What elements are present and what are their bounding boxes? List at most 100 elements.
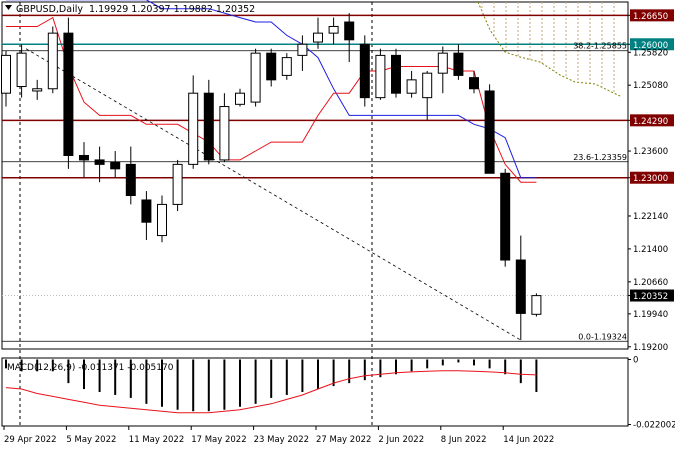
time-tick-label: 11 May 2022 <box>129 435 184 445</box>
trendline <box>25 48 522 341</box>
blue-indicator-line <box>6 0 537 179</box>
candle-body-bear <box>515 259 526 314</box>
candle-body-bear <box>203 92 214 161</box>
candle <box>94 146 105 183</box>
macd-tick-label: 0 <box>633 355 638 365</box>
macd-pane-frame <box>1 357 629 427</box>
price-tick-label: 1.21400 <box>633 245 668 255</box>
time-tick-label: 27 May 2022 <box>316 435 371 445</box>
candle-body-bull <box>188 92 199 165</box>
time-tick-label: 23 May 2022 <box>254 435 309 445</box>
time-tick-label: 17 May 2022 <box>191 435 246 445</box>
candle-body-bull <box>32 88 43 92</box>
candle <box>79 142 89 178</box>
price-tick-label: 1.19200 <box>633 343 668 353</box>
price-tick-label: 1.25080 <box>633 81 668 91</box>
candle <box>422 70 433 120</box>
macd-signal-line <box>5 370 537 414</box>
candle <box>469 70 479 94</box>
candle-body-bull <box>250 52 261 103</box>
candle <box>125 146 136 205</box>
price-tick-label: 1.24290 <box>633 117 668 127</box>
price-tick-label: 1.20660 <box>633 278 668 288</box>
candle-body-bear <box>469 77 479 90</box>
candle-body-bear <box>344 21 355 41</box>
candle <box>406 70 417 98</box>
fibonacci-label: 23.6-1.23359 <box>573 153 627 162</box>
candle <box>484 84 495 174</box>
candle <box>235 88 245 107</box>
candle <box>515 235 526 341</box>
candle <box>157 195 167 243</box>
macd-axis: 0 -0.022002 <box>628 355 675 431</box>
price-tick-label: 1.20352 <box>633 292 668 302</box>
price-tick-label: 1.19940 <box>633 310 668 320</box>
candle-body-bear <box>453 52 464 76</box>
candle-body-bull <box>437 52 448 74</box>
price-tick-label: 1.22140 <box>633 212 668 222</box>
candle <box>16 44 27 98</box>
period-separators <box>19 2 373 426</box>
candle-body-bear <box>391 54 401 94</box>
price-label-box <box>630 38 674 51</box>
candle-body-bull <box>375 54 386 99</box>
candle <box>32 79 43 100</box>
time-tick-label: 14 Jun 2022 <box>503 435 554 445</box>
candle <box>453 44 464 80</box>
time-axis: 29 Apr 2022 5 May 2022 11 May 2022 17 May 2… <box>3 426 554 445</box>
candle-body-bull <box>235 92 245 105</box>
candle-body-bear <box>359 43 370 99</box>
candle-body-bear <box>79 154 89 161</box>
candle-body-bear <box>484 90 495 174</box>
fibonacci-label: 0.0-1.19324 <box>578 332 627 341</box>
candle <box>500 168 511 267</box>
candle-body-bear <box>110 161 121 170</box>
candle <box>437 46 448 94</box>
candle-body-bull <box>531 295 542 315</box>
header-ohlc: 1.19929 1.20397 1.19882 1.20352 <box>89 4 255 15</box>
candle-body-bull <box>157 203 167 237</box>
candle <box>172 159 183 212</box>
time-tick-label: 8 Jun 2022 <box>441 435 487 445</box>
candle <box>391 48 401 98</box>
indicator-lines <box>6 0 537 183</box>
price-label-box <box>630 289 674 302</box>
candle-body-bull <box>16 52 27 88</box>
candle <box>328 17 339 45</box>
candle <box>63 17 74 169</box>
candle-body-bull <box>219 106 230 161</box>
price-tick-label: 1.23600 <box>633 147 668 157</box>
candle <box>266 48 277 87</box>
time-tick-label: 5 May 2022 <box>66 435 116 445</box>
price-label-box <box>630 9 674 22</box>
candle <box>313 17 323 49</box>
price-tick-label: 1.26000 <box>633 41 668 51</box>
fibonacci-label: 38.2-1.25855 <box>573 42 627 51</box>
candle-body-bull <box>1 54 11 94</box>
candle-body-bull <box>172 163 183 205</box>
macd-indicator <box>5 359 538 414</box>
dashed-trendline <box>25 48 522 341</box>
fibonacci-labels: 38.2-1.25855 23.6-1.23359 0.0-1.19324 <box>573 42 627 342</box>
time-tick-label: 29 Apr 2022 <box>4 435 57 445</box>
candle <box>375 48 386 100</box>
candle <box>110 151 121 178</box>
candle-body-bear <box>63 32 74 156</box>
candle <box>1 50 11 107</box>
candle-body-bear <box>125 163 136 197</box>
candle <box>141 191 152 241</box>
candle-body-bear <box>266 52 277 81</box>
candle <box>219 93 230 163</box>
cloud-lower-edge <box>477 1 621 97</box>
macd-tick-label: -0.022002 <box>633 421 675 431</box>
price-label-box <box>630 114 674 127</box>
candles <box>1 13 542 341</box>
candle-body-bull <box>47 32 58 90</box>
red-indicator-line <box>6 16 537 183</box>
candle-body-bull <box>297 43 308 56</box>
candle <box>359 35 370 107</box>
candle-body-bull <box>313 32 323 43</box>
